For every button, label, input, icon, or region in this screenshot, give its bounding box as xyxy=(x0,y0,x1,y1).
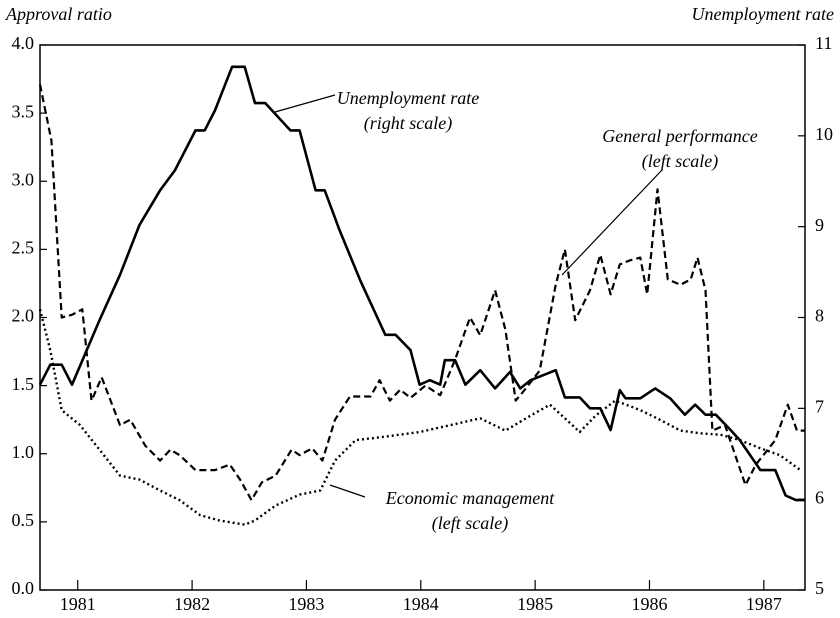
y-tick-label: 1.0 xyxy=(12,442,35,462)
y-tick-label: 2.5 xyxy=(12,238,35,258)
y2-tick-label: 7 xyxy=(815,396,824,416)
annotation-arrow xyxy=(329,484,366,498)
series-annotation-scale: (left scale) xyxy=(642,151,718,172)
x-tick-label: 1981 xyxy=(60,594,96,614)
y-tick-label: 0.0 xyxy=(12,578,35,598)
series-line xyxy=(38,309,802,526)
x-tick-label: 1986 xyxy=(631,594,667,614)
y2-tick-label: 11 xyxy=(815,33,832,53)
series-line xyxy=(38,84,805,502)
x-tick-label: 1984 xyxy=(403,594,439,614)
annotation-arrow xyxy=(274,94,336,113)
y-tick-label: 1.5 xyxy=(12,374,35,394)
y2-tick-label: 8 xyxy=(815,306,824,326)
series-annotation: General performance xyxy=(602,126,757,146)
y2-axis-label: Unemployment rate xyxy=(692,4,834,24)
y2-tick-label: 6 xyxy=(815,487,824,507)
y2-tick-label: 5 xyxy=(815,578,824,598)
y2-tick-label: 10 xyxy=(815,124,833,144)
y-tick-label: 3.0 xyxy=(12,169,35,189)
x-tick-label: 1982 xyxy=(174,594,210,614)
series-annotation-scale: (right scale) xyxy=(364,113,452,134)
series-line xyxy=(38,65,805,502)
y-tick-label: 0.5 xyxy=(12,510,35,530)
annotation-arrow xyxy=(561,169,663,276)
y2-tick-label: 9 xyxy=(815,215,824,235)
y-tick-label: 4.0 xyxy=(12,33,35,53)
x-tick-label: 1985 xyxy=(517,594,553,614)
y-tick-label: 3.5 xyxy=(12,101,35,121)
series-annotation-scale: (left scale) xyxy=(432,513,508,534)
y-axis-label: Approval ratio xyxy=(5,4,112,24)
x-tick-label: 1983 xyxy=(288,594,324,614)
y-tick-label: 2.0 xyxy=(12,306,35,326)
series-annotation: Economic management xyxy=(385,488,555,508)
series-annotation: Unemployment rate xyxy=(337,88,479,108)
x-tick-label: 1987 xyxy=(746,594,782,614)
